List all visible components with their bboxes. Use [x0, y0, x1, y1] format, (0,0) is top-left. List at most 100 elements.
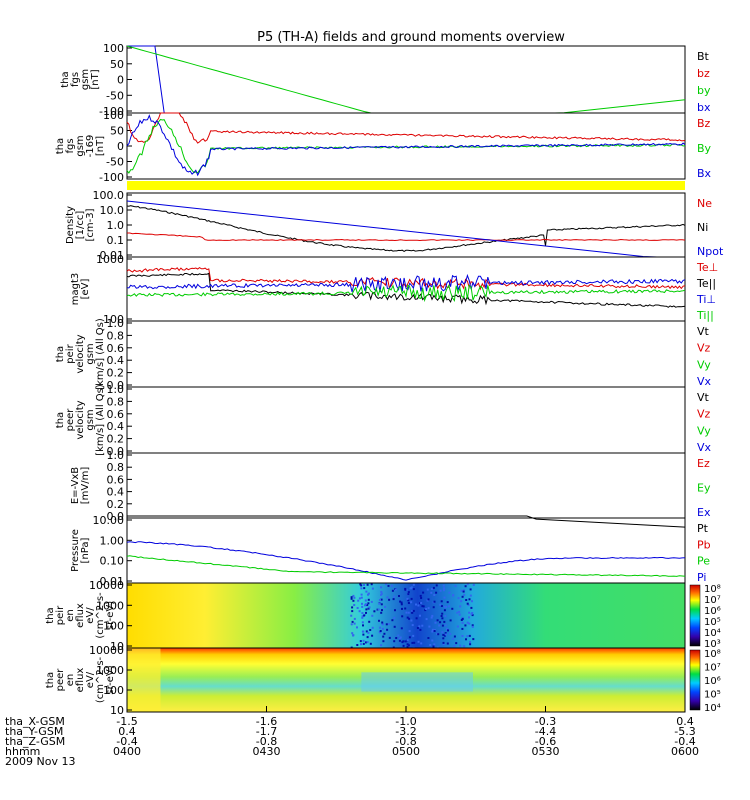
- spectrogram-pixel: [381, 621, 384, 624]
- spectrogram-pixel: [406, 639, 409, 642]
- spectrogram-pixel: [439, 603, 442, 606]
- spectrogram-pixel: [442, 643, 445, 646]
- spectrogram-pixel: [378, 602, 381, 605]
- legend-pi: Pi: [697, 571, 706, 584]
- spectrogram-pixel: [453, 645, 456, 647]
- spectrogram-pixel: [401, 607, 403, 610]
- y-axis-label: eflux: [75, 603, 86, 628]
- panel-peir_vel: 1.00.80.60.40.20.0 tha peir velocity gsm [km/…: [55, 317, 712, 392]
- spectrogram-pixel: [461, 627, 464, 630]
- spectrogram-pixel: [399, 600, 402, 603]
- spectrogram-pixel: [382, 635, 385, 638]
- panel-fgs2: 100 50 0 -50 -100 tha fgs gsm -169 [nT] Bz By Bx: [55, 109, 712, 184]
- spectrogram-pixel: [411, 611, 414, 614]
- spectrogram-pixel: [408, 636, 411, 639]
- spectrogram-pixel: [430, 616, 433, 619]
- spectrogram-pixel: [461, 635, 464, 637]
- y-tick-label: 100: [103, 42, 124, 55]
- spectrogram-pixel: [371, 626, 374, 629]
- spectrogram-pixel: [379, 599, 381, 601]
- peir-spectrogram: [127, 583, 685, 648]
- spectrogram-pixel: [381, 627, 384, 630]
- y-axis-label: (cm^2-s-: [95, 592, 106, 639]
- spectrogram-pixel: [427, 637, 430, 639]
- spectrogram-pixel: [371, 634, 374, 637]
- spectrogram-pixel: [353, 596, 356, 599]
- y-axis-label: tha: [55, 138, 66, 154]
- trace-pe: [126, 555, 686, 577]
- legend-vy: Vy: [697, 358, 711, 371]
- panel-density: 100.0 10.0 1.0 0.1 0.01 Density [1/cc] [cm-3] Ne…: [65, 189, 724, 262]
- spectrogram-pixel: [448, 591, 451, 594]
- x-row-label: tha_Y-GSM: [5, 725, 63, 738]
- spectrogram-pixel: [402, 644, 405, 647]
- spectrogram-pixel: [412, 609, 415, 612]
- spectrogram-pixel: [394, 588, 397, 591]
- spectrogram-pixel: [362, 639, 365, 642]
- y-tick-label: 0.0: [107, 379, 125, 392]
- y-axis-label: peir: [55, 605, 66, 625]
- spectrogram-pixel: [410, 597, 413, 600]
- spectrogram-pixel: [442, 633, 445, 636]
- x-tick-label-time: 0400: [113, 745, 141, 758]
- spectrogram-pixel: [446, 642, 449, 645]
- spectrogram-pixel: [398, 637, 401, 640]
- spectrogram-pixel: [465, 638, 467, 641]
- x-tick-label-x: 0.4: [676, 715, 694, 728]
- spectrogram-pixel: [406, 597, 409, 600]
- peer-spectrogram-minimum: [361, 672, 473, 692]
- spectrogram-pixel: [470, 613, 473, 615]
- spectrogram-pixel: [468, 611, 471, 614]
- y-axis-label: en: [65, 674, 76, 687]
- y-tick-label: 0.6: [107, 342, 125, 355]
- x-tick-label-x: -1.5: [116, 715, 137, 728]
- spectrogram-pixel: [445, 633, 448, 636]
- spectrogram-pixel: [395, 637, 398, 639]
- trace-bz: [126, 112, 686, 144]
- legend-te: Te||: [696, 277, 716, 290]
- spectrogram-pixel: [361, 616, 364, 619]
- legend-bx: bx: [697, 101, 711, 114]
- spectrogram-pixel: [468, 598, 471, 601]
- legend-pt: Pt: [697, 522, 709, 535]
- spectrogram-pixel: [393, 616, 396, 619]
- legend-ni: Ni: [697, 221, 708, 234]
- legend-ex: Ex: [697, 506, 711, 519]
- x-tick-label-time: 0530: [532, 745, 560, 758]
- y-tick-label: 0.6: [107, 408, 125, 421]
- spectrogram-pixel: [463, 589, 465, 592]
- spectrogram-pixel: [361, 605, 364, 608]
- spectrogram-pixel: [367, 607, 370, 610]
- spectrogram-pixel: [384, 605, 387, 608]
- y-tick-label: 100: [103, 313, 124, 326]
- spectrogram-pixel: [432, 586, 435, 589]
- panel-frame: [126, 192, 686, 258]
- panel-frame: [126, 452, 686, 519]
- y-axis-label: (cm^2-s-: [95, 656, 106, 703]
- spectrogram-pixel: [471, 614, 474, 617]
- trace-by: [126, 45, 685, 114]
- spectrogram-pixel: [407, 644, 410, 647]
- y-tick-label: 0.8: [107, 461, 125, 474]
- legend-bt: Bt: [697, 50, 710, 63]
- spectrogram-pixel: [426, 599, 429, 602]
- spectrogram-pixel: [380, 592, 383, 595]
- spectrogram-pixel: [452, 637, 455, 640]
- spectrogram-pixel: [370, 583, 373, 586]
- spectrogram-pixel: [445, 605, 448, 608]
- spectrogram-pixel: [431, 630, 434, 633]
- spectrogram-pixel: [380, 586, 383, 589]
- spectrogram-pixel: [368, 606, 371, 609]
- spectrogram-pixel: [439, 621, 442, 624]
- y-tick-label: 0.1: [107, 234, 125, 247]
- y-tick-label: 10.0: [100, 204, 125, 217]
- panel-traces: [126, 112, 686, 177]
- y-axis-label: tha: [55, 346, 66, 362]
- spectrogram-pixel: [393, 625, 396, 628]
- panel-peir_spec: 10000 1000 100 10 tha peir en eflux eV/(cm^2-s-s…: [45, 579, 721, 653]
- x-tick-label-z: -0.4: [674, 735, 695, 748]
- x-tick-label-y: -1.7: [256, 725, 277, 738]
- y-axis-label: eV/: [85, 671, 96, 688]
- y-axis-label: E=-VxB: [70, 467, 81, 504]
